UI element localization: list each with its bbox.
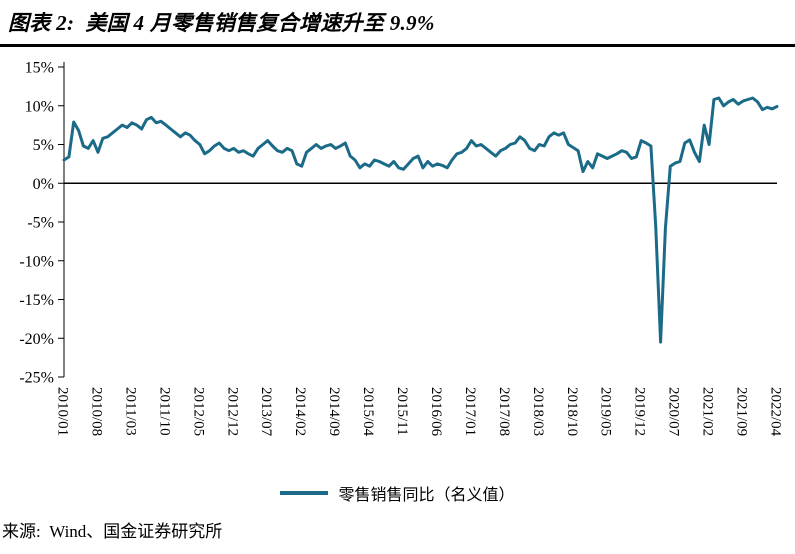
x-tick-label: 2019/05 [598,387,614,436]
x-tick-label: 2011/03 [122,387,138,436]
y-tick-label: 10% [25,98,54,115]
chart-area: 15% 10% 5% 0% -5% -10% -15% -20% -25% 2010/01 2010… [0,47,795,477]
x-tick-label: 2021/09 [734,387,750,436]
x-tick-label: 2015/11 [394,387,410,436]
x-tick-label: 2012/12 [224,387,240,436]
retail-sales-line-chart: 15% 10% 5% 0% -5% -10% -15% -20% -25%2010/01 2010… [19,60,784,437]
chart-legend: 零售销售同比（名义值） [0,479,795,507]
x-tick-label: 2010/01 [55,387,71,436]
x-tick-label: 2014/09 [326,387,342,436]
y-tick-label: 0% [33,176,54,193]
y-tick-label: -20% [19,331,54,348]
legend-label: 零售销售同比（名义值） [338,487,515,504]
x-tick-label: 2017/08 [496,387,512,436]
y-tick-label: -10% [19,253,54,270]
x-tick-label: 2013/07 [258,387,274,437]
page-title: 图表 2: 美国 4 月零售销售复合增速升至 9.9% [8,11,435,35]
x-tick-label: 2010/08 [88,387,104,436]
x-tick-label: 2022/04 [768,387,784,437]
y-tick-label: -15% [19,292,54,309]
x-tick-label: 2020/07 [666,387,682,437]
x-tick-label: 2011/10 [156,387,172,436]
x-tick-label: 2015/04 [360,387,376,437]
y-tick-label: 15% [25,60,54,77]
y-tick-label: 5% [33,137,54,154]
series-line [62,96,779,344]
x-tick-label: 2021/02 [700,387,716,436]
y-tick-label: -25% [19,370,54,387]
x-tick-label: 2017/01 [462,387,478,436]
x-tick-label: 2018/10 [564,387,580,436]
x-tick-label: 2016/06 [428,387,444,437]
x-tick-label: 2012/05 [190,387,206,436]
x-tick-label: 2018/03 [530,387,546,436]
y-tick-label: -5% [27,215,54,232]
x-tick-label: 2019/12 [632,387,648,436]
chart-title-bar: 图表 2: 美国 4 月零售销售复合增速升至 9.9% [0,0,795,47]
source-note: 来源: Wind、国金证券研究所 [2,522,223,541]
legend-line-swatch [280,491,329,495]
x-tick-label: 2014/02 [292,387,308,436]
